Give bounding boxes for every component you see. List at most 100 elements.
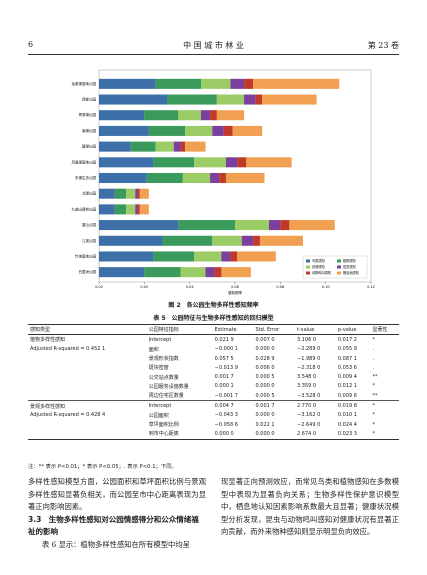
bar-segment bbox=[178, 220, 235, 231]
table-cell: −0.000 1 bbox=[214, 346, 238, 353]
table-cell: * bbox=[372, 383, 375, 390]
header-rule bbox=[28, 54, 399, 55]
table-cell: 面积 bbox=[148, 346, 159, 353]
bar-segment bbox=[126, 204, 136, 215]
table-cell: 公交站点数量 bbox=[148, 374, 179, 381]
table-cell: 0.012 1 bbox=[337, 383, 357, 390]
bar-segment bbox=[253, 78, 340, 89]
table-cell: . bbox=[372, 364, 375, 371]
table-cell: 0.009 6 bbox=[337, 392, 357, 399]
column-header: Std. Error bbox=[253, 324, 296, 336]
bar-segment bbox=[114, 204, 127, 215]
table-row: 周边住宅区数量 −0.001 7 0.000 5 −3.528 0 0.009 6 ** bbox=[28, 391, 399, 401]
legend-swatch bbox=[306, 259, 310, 263]
bar-segment bbox=[148, 125, 186, 136]
table-cell: 景观形状指数 bbox=[148, 356, 179, 363]
table-cell: −3.528 0 bbox=[297, 392, 321, 399]
bar-segment bbox=[167, 94, 217, 105]
table-cell: 0.001 7 bbox=[253, 400, 296, 411]
table-cell: 0.000 5 bbox=[255, 374, 275, 381]
x-axis-title: 感知频率 bbox=[228, 290, 242, 295]
x-tick-label: 0.06 bbox=[231, 285, 239, 289]
bar-segment bbox=[289, 220, 335, 231]
table-cell: . bbox=[372, 346, 375, 353]
regression-table: 感知类型 公园特征指标 Estimate Std. Error t-value p-val… bbox=[28, 324, 399, 440]
x-tick-label: 0.12 bbox=[367, 285, 375, 289]
bar-segment bbox=[262, 94, 317, 105]
y-tick-label: 望山公园 bbox=[82, 222, 96, 227]
table-header-row: 感知类型 公园特征指标 Estimate Std. Error t-value p-val… bbox=[28, 324, 399, 336]
bar-segment bbox=[244, 94, 256, 105]
table-row: 景观形状指数 0.057 5 0.028 9 −1.989 0 0.087 1. bbox=[28, 354, 399, 363]
bar-segment bbox=[235, 220, 269, 231]
bar-segment bbox=[114, 188, 127, 199]
table-row: Adjusted R-squared = 0.428 4 公园面积 −0.043 3… bbox=[28, 411, 399, 420]
bar-segment bbox=[225, 172, 265, 184]
legend-swatch bbox=[306, 271, 310, 275]
bar-segment bbox=[135, 204, 138, 215]
bar-segment bbox=[221, 267, 251, 278]
perception-type bbox=[28, 382, 147, 391]
bar-segment bbox=[99, 220, 179, 231]
bar-segment bbox=[99, 157, 154, 168]
bar-segment bbox=[99, 235, 163, 246]
table-cell: 0.022 1 bbox=[255, 421, 275, 428]
y-tick-label: 白鹭洲公园 bbox=[79, 269, 97, 274]
table-cell: 0.000 5 bbox=[255, 392, 275, 399]
bar-segment bbox=[135, 188, 138, 199]
bar-segment bbox=[246, 157, 292, 168]
y-tick-label: 龙泉湖湿地公园 bbox=[72, 81, 97, 86]
table-cell: 0.010 1 bbox=[337, 412, 357, 419]
y-tick-label: 南湖公园 bbox=[82, 128, 96, 133]
bar-segment bbox=[225, 157, 238, 168]
table-cell: 0.024 4 bbox=[337, 421, 357, 428]
table-cell: * bbox=[372, 412, 375, 419]
bar-segment bbox=[139, 204, 149, 215]
table-row: 到市中心距离 0.000 0 0.000 0 2.674 0 0.023 3 * bbox=[28, 429, 399, 439]
table-cell: 到市中心距离 bbox=[148, 431, 179, 438]
table-cell: * bbox=[372, 421, 375, 428]
legend-label: 植物感知 bbox=[343, 258, 356, 263]
bar-segment bbox=[221, 251, 231, 262]
table-cell: −3.162 0 bbox=[297, 412, 321, 419]
bar-segment bbox=[214, 267, 222, 278]
table-cell: 0.004 7 bbox=[212, 400, 254, 411]
bar-segment bbox=[269, 220, 281, 231]
legend-label: 鸟类感知 bbox=[312, 258, 325, 263]
bar-segment bbox=[223, 125, 233, 136]
table-cell: ** bbox=[372, 392, 378, 399]
table-cell: −0.001 7 bbox=[214, 392, 238, 399]
column-header: 显著性 bbox=[370, 324, 399, 336]
bar-segment bbox=[244, 78, 254, 89]
bar-segment bbox=[216, 94, 245, 105]
legend-swatch bbox=[337, 265, 341, 269]
bar-segment bbox=[137, 188, 140, 199]
legend-swatch bbox=[306, 265, 310, 269]
table-cell: 0.001 7 bbox=[214, 374, 234, 381]
bar-segment bbox=[99, 204, 115, 215]
bar-segment bbox=[216, 110, 245, 121]
table-cell: 3.106 0 bbox=[297, 336, 317, 343]
bar-segment bbox=[99, 172, 147, 184]
table-cell: 0.017 2 bbox=[337, 336, 357, 343]
bar-segment bbox=[144, 267, 181, 278]
bar-segment bbox=[180, 267, 206, 278]
table-cell: 0.028 9 bbox=[255, 355, 275, 362]
table-cell: 0.000 0 bbox=[255, 430, 275, 437]
bar-segment bbox=[153, 157, 195, 168]
bar-segment bbox=[280, 220, 290, 231]
journal-name: 中 国 城 市 林 业 bbox=[183, 41, 244, 50]
bar-segment bbox=[237, 251, 276, 262]
table-cell: 3.359 0 bbox=[297, 383, 317, 390]
bar-segment bbox=[99, 94, 167, 105]
paragraph: 表 6 显示：植物多样性感知在所有模型中均呈 bbox=[42, 539, 190, 549]
bar-segment bbox=[153, 251, 195, 262]
table-cell: * bbox=[372, 336, 375, 343]
table-row: Adjusted R-squared = 0.452 1 面积 −0.000 1 0.… bbox=[28, 345, 399, 354]
table-cell: 0.019 8 bbox=[335, 400, 371, 411]
table-cell: 3.548 0 bbox=[297, 374, 317, 381]
y-tick-label: 碧湖公园 bbox=[82, 144, 96, 149]
bar-segment bbox=[178, 110, 201, 121]
column-header: 公园特征指标 bbox=[146, 324, 213, 336]
legend-label: 动物鸣叫感知 bbox=[312, 270, 331, 275]
